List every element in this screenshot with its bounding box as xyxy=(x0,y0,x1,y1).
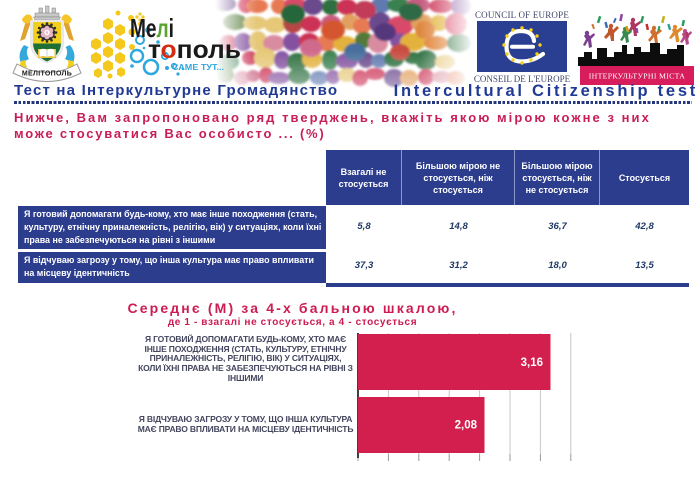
svg-text:ІНТЕРКУЛЬТУРНІ МІСТА: ІНТЕРКУЛЬТУРНІ МІСТА xyxy=(589,72,686,81)
svg-text:2,08: 2,08 xyxy=(455,420,478,432)
svg-text:тополь: тополь xyxy=(148,36,241,64)
svg-text:3,16: 3,16 xyxy=(521,357,543,369)
svg-text:МЕЛІТОПОЛЬ: МЕЛІТОПОЛЬ xyxy=(22,71,72,78)
svg-text:САМЕ ТУТ...: САМЕ ТУТ... xyxy=(172,62,224,72)
svg-text:Мелі: Мелі xyxy=(130,13,174,43)
